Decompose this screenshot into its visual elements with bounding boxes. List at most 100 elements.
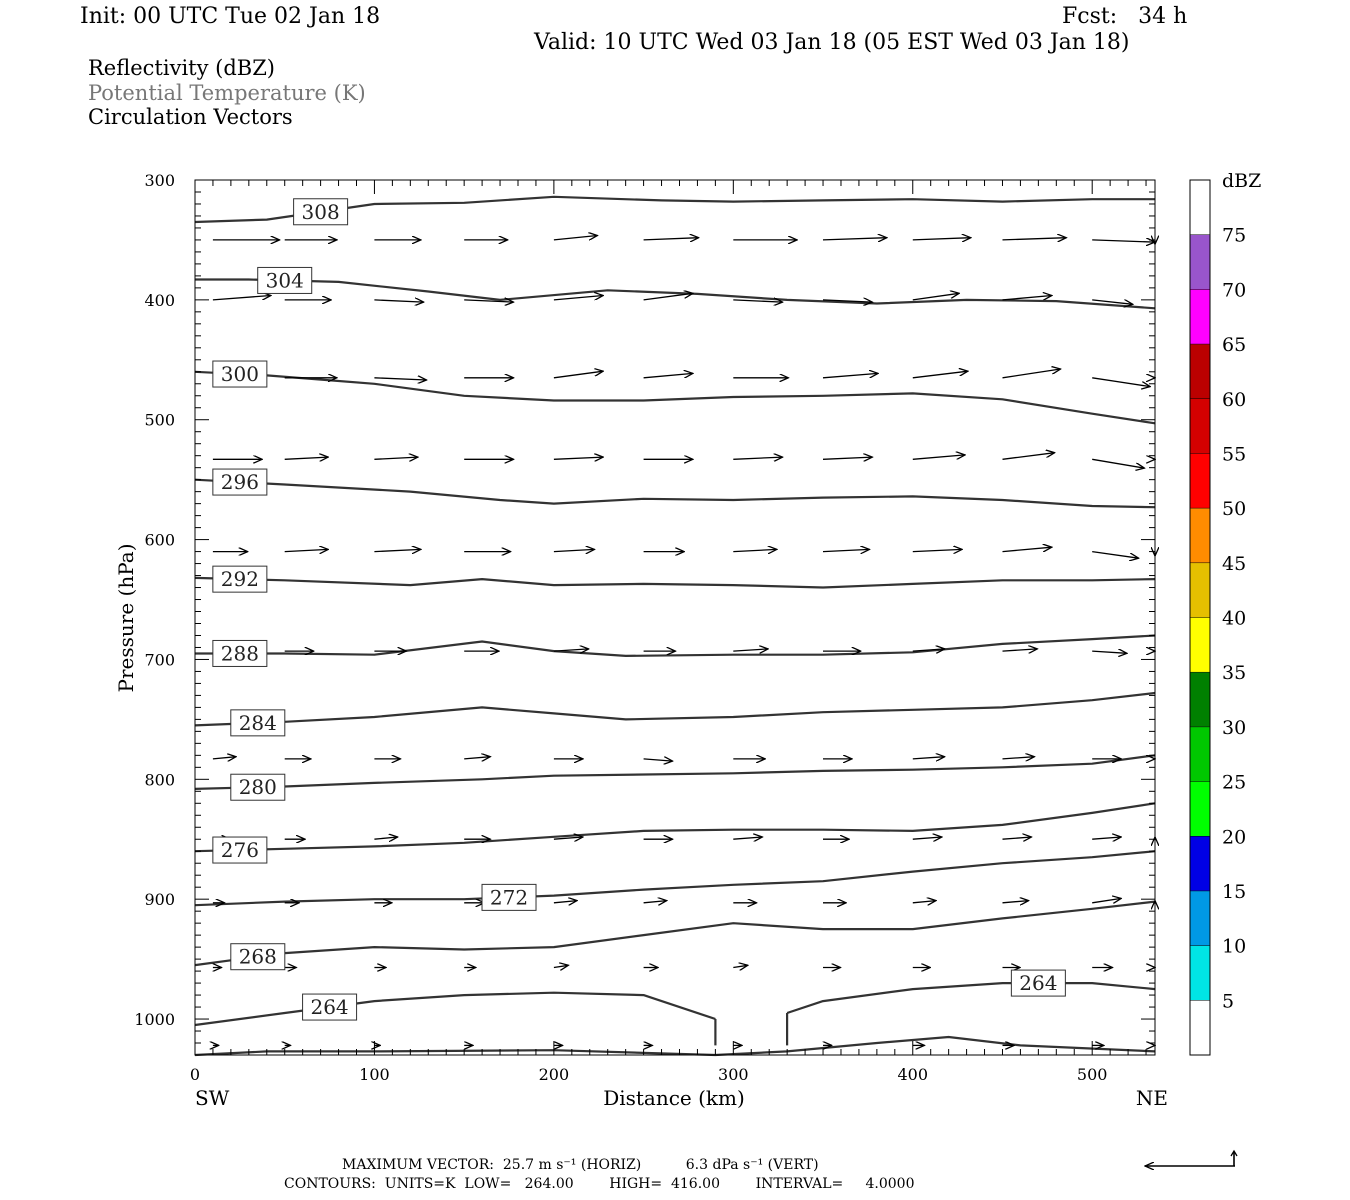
colorbar-label: 50: [1222, 498, 1246, 520]
contour-label: 264: [310, 995, 348, 1019]
circulation-vector: [464, 757, 490, 759]
circulation-vector: [912, 293, 959, 301]
theta-contour-line: [194, 754, 1156, 790]
contour-labels: 308 304 300 296 292 288 284 280 276 272 268 264 264: [212, 198, 1066, 1021]
contour-label-box: [230, 943, 286, 971]
circulation-vector: [464, 300, 513, 302]
contour-label-box: [212, 836, 268, 864]
x-end-label-left: SW: [195, 1086, 230, 1110]
circulation-vector: [1002, 757, 1035, 759]
circulation-vector: [643, 238, 699, 240]
y-tick-label: 1000: [134, 1010, 175, 1029]
circulation-vector: [553, 901, 577, 903]
circulation-vector: [733, 649, 768, 651]
colorbar-swatch: [1190, 836, 1210, 891]
colorbar-swatch: [1190, 1000, 1210, 1055]
contour-label: 304: [266, 268, 304, 292]
circulation-vector: [643, 759, 673, 761]
colorbar-swatch: [1190, 289, 1210, 345]
circulation-vector: [1092, 377, 1150, 387]
circulation-vector: [912, 549, 962, 551]
theta-contour-line: [194, 802, 1156, 853]
x-tick-label: 100: [359, 1065, 390, 1084]
contour-label-box: [257, 266, 313, 294]
theta-contour-line: [194, 850, 1156, 907]
circulation-vector: [553, 965, 569, 967]
circulation-vector: [733, 837, 762, 839]
circulation-vector: [374, 549, 420, 551]
contour-info: CONTOURS: UNITS=K LOW= 264.00 HIGH= 416.…: [284, 1176, 915, 1192]
theta-contours: [194, 195, 1156, 1057]
circulation-vector: [374, 300, 423, 302]
contour-label-box: [293, 198, 349, 226]
theta-contour-line: [786, 982, 1156, 1015]
circulation-vector: [912, 649, 945, 651]
colorbar-label: 25: [1222, 772, 1246, 794]
x-tick-label: 400: [897, 1065, 928, 1084]
circulation-vector: [553, 649, 589, 651]
contour-label: 296: [221, 470, 259, 494]
circulation-vector: [1092, 898, 1121, 902]
y-tick-label: 500: [144, 411, 175, 430]
y-tick-label: 900: [144, 890, 175, 909]
contour-label-box: [1010, 969, 1066, 997]
colorbar-label: 75: [1222, 225, 1246, 247]
contour-label: 280: [239, 775, 277, 799]
circulation-vector: [284, 457, 329, 459]
colorbar-label: 40: [1222, 608, 1246, 630]
colorbar-label: 35: [1222, 662, 1246, 684]
contour-label-box: [212, 468, 268, 496]
colorbar-swatch: [1190, 234, 1210, 290]
colorbar-label: 70: [1222, 279, 1246, 301]
colorbar-swatch: [1190, 562, 1210, 618]
contour-label: 276: [221, 838, 259, 862]
x-tick-label: 0: [190, 1065, 200, 1084]
contour-label: 268: [239, 945, 277, 969]
valid-time: Valid: 10 UTC Wed 03 Jan 18 (05 EST Wed …: [534, 30, 1130, 55]
circulation-vector: [643, 293, 693, 301]
colorbar-label: 15: [1222, 881, 1246, 903]
circulation-vector: [912, 837, 942, 839]
max-vector-reference-arrow: [1145, 1149, 1238, 1166]
colorbar-swatch: [1190, 672, 1210, 727]
circulation-vector: [912, 757, 945, 759]
field-circulation-vectors: Circulation Vectors: [88, 105, 293, 129]
circulation-vector: [1002, 547, 1052, 553]
circulation-vector: [822, 300, 872, 302]
circulation-vector: [1002, 369, 1061, 379]
y-tick-label: 800: [144, 770, 175, 789]
y-tick-label: 300: [144, 171, 175, 190]
colorbar-swatch: [1190, 344, 1210, 399]
circulation-vector: [643, 373, 693, 379]
circulation-vector: [1002, 238, 1067, 240]
circulation-vector: [912, 455, 965, 460]
max-vector-info: MAXIMUM VECTOR: 25.7 m s⁻¹ (HORIZ) 6.3 d…: [342, 1157, 819, 1173]
theta-contour-line: [194, 991, 716, 1027]
colorbar-swatch: [1190, 617, 1210, 673]
circulation-vector: [1002, 837, 1032, 839]
contour-label: 264: [1019, 971, 1057, 995]
circulation-vector: [1092, 837, 1121, 839]
circulation-vector: [374, 378, 426, 380]
contour-label-box: [481, 883, 537, 911]
circulation-vector: [1092, 651, 1127, 653]
circulation-vector: [1092, 299, 1133, 304]
colorbar-label: 55: [1222, 443, 1246, 465]
contour-label: 284: [239, 711, 277, 735]
circulation-vector: [553, 236, 598, 241]
contour-label-box: [230, 773, 286, 801]
circulation-vector: [822, 373, 878, 379]
circulation-vector: [1092, 458, 1144, 468]
circulation-vector: [553, 371, 603, 379]
colorbar-label: 30: [1222, 717, 1246, 739]
colorbar-label: 60: [1222, 389, 1246, 411]
contour-label-box: [212, 360, 268, 388]
y-tick-label: 700: [144, 650, 175, 669]
contour-label: 300: [221, 362, 259, 386]
circulation-vector: [284, 549, 329, 551]
contour-label: 308: [302, 200, 340, 224]
contour-label: 288: [221, 641, 259, 665]
colorbar-swatch: [1190, 890, 1210, 946]
y-tick-label: 600: [144, 531, 175, 550]
